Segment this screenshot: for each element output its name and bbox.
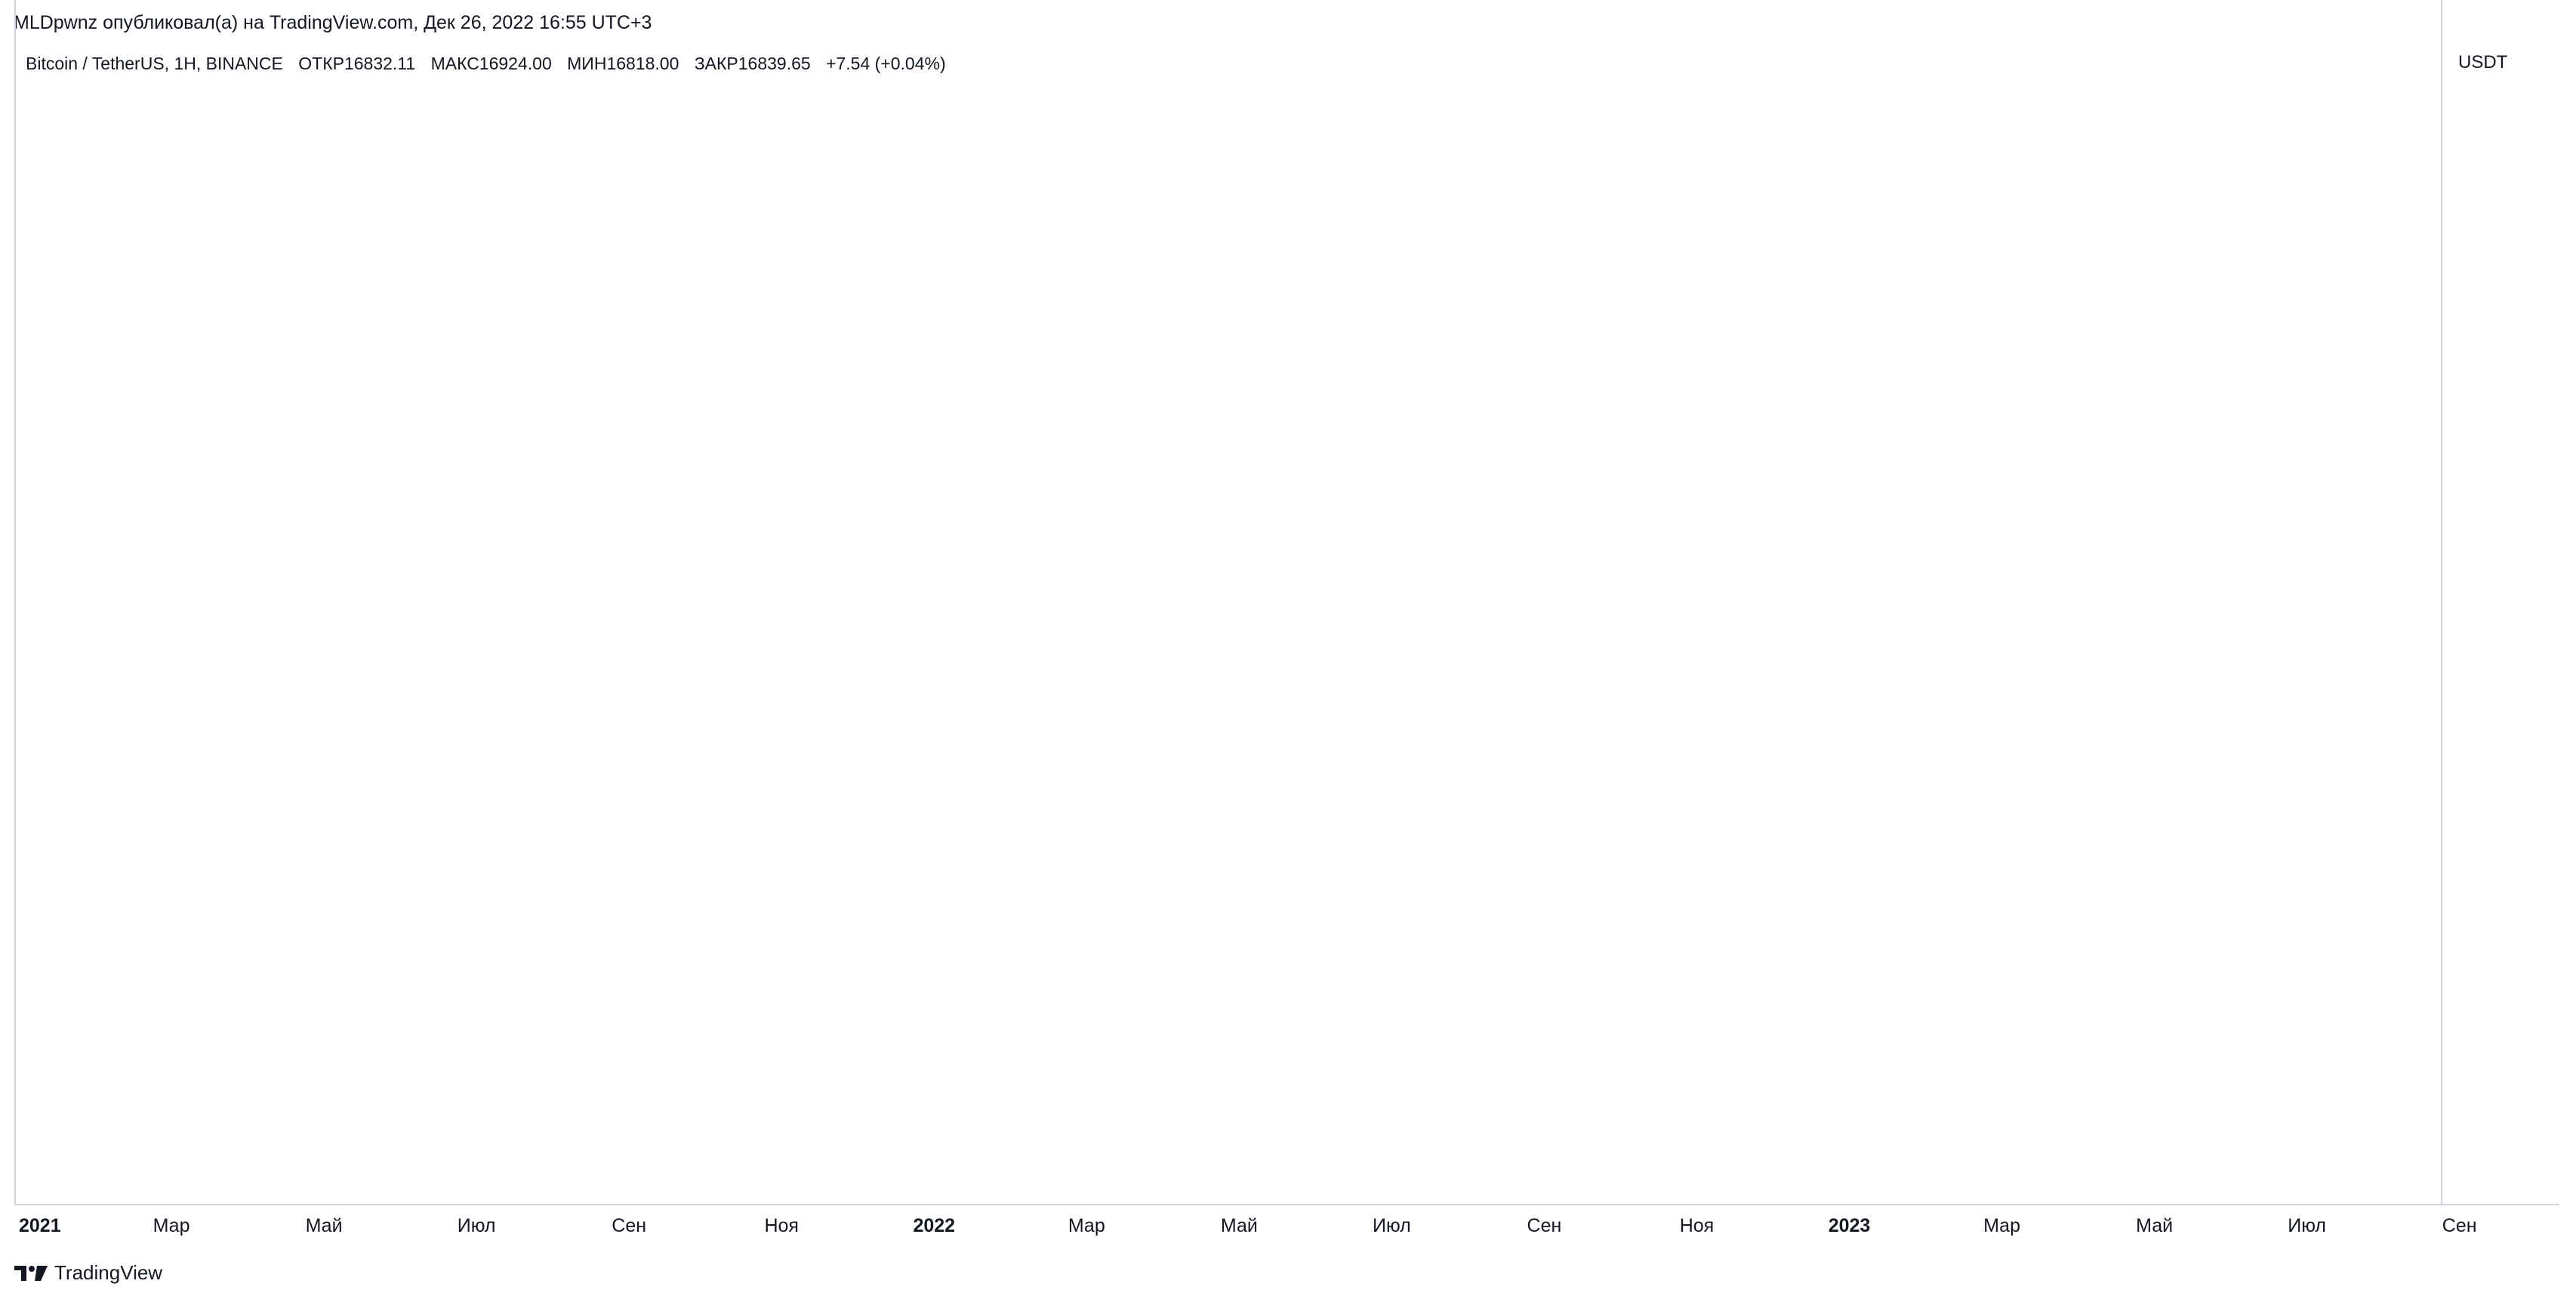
x-tick-label: Сен <box>2442 1215 2477 1236</box>
x-tick-label: Сен <box>612 1215 646 1236</box>
x-tick-label: Май <box>2136 1215 2173 1236</box>
axes: USDT50000.0046000.0042000.0038000.003400… <box>14 0 2559 1236</box>
legend-high: МАКС16924.00 <box>430 54 552 73</box>
publisher-line: MLDpwnz опубликовал(а) на TradingView.co… <box>14 12 652 33</box>
x-tick-label: Июл <box>2288 1215 2326 1236</box>
x-tick-label: Май <box>1221 1215 1258 1236</box>
x-tick-label: Май <box>306 1215 343 1236</box>
x-tick-label: 2023 <box>1829 1215 1871 1236</box>
x-tick-label: Мар <box>1983 1215 2020 1236</box>
x-tick-label: 2021 <box>19 1215 61 1236</box>
footer-brand[interactable]: TradingView <box>14 1257 162 1288</box>
legend-low: МИН16818.00 <box>567 54 679 73</box>
x-tick-label: Ноя <box>764 1215 799 1236</box>
x-tick-label: Мар <box>1068 1215 1105 1236</box>
footer-brand-label: TradingView <box>54 1261 163 1284</box>
legend-symbol[interactable]: Bitcoin / TetherUS, 1Н, BINANCE <box>26 54 283 73</box>
tradingview-logo-icon <box>14 1266 48 1281</box>
x-tick-label: Июл <box>1373 1215 1411 1236</box>
x-tick-label: Ноя <box>1680 1215 1715 1236</box>
legend-close: ЗАКР16839.65 <box>694 54 811 73</box>
currency-label: USDT <box>2458 52 2508 73</box>
legend-open: ОТКР16832.11 <box>298 54 416 73</box>
x-tick-label: Мар <box>153 1215 190 1236</box>
x-tick-label: 2022 <box>913 1215 955 1236</box>
legend-change: +7.54 (+0.04%) <box>826 54 946 73</box>
x-tick-label: Июл <box>458 1215 496 1236</box>
ohlc-legend: Bitcoin / TetherUS, 1Н, BINANCE ОТКР1683… <box>26 50 957 77</box>
x-tick-label: Сен <box>1527 1215 1562 1236</box>
